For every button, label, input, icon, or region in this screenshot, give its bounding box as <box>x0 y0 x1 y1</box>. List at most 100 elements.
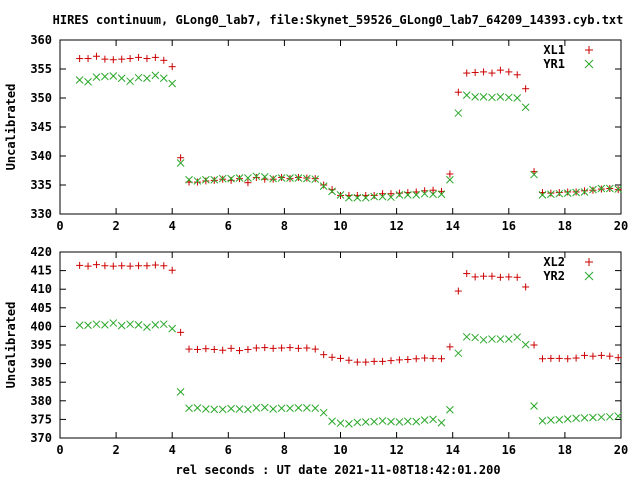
data-point <box>370 191 378 199</box>
data-point <box>547 354 555 362</box>
y-tick-label: 355 <box>30 62 52 76</box>
data-point <box>496 335 505 343</box>
x-tick-label: 10 <box>333 443 347 457</box>
data-point <box>538 191 547 199</box>
data-point <box>202 345 210 353</box>
data-point <box>564 188 572 196</box>
data-point <box>421 354 429 362</box>
data-point <box>597 351 605 359</box>
data-point <box>244 179 252 187</box>
x-tick-label: 20 <box>614 443 628 457</box>
data-point <box>505 68 513 76</box>
data-point <box>530 402 538 410</box>
data-point <box>126 77 134 86</box>
x-tick-label: 6 <box>225 219 232 233</box>
data-point <box>118 262 126 270</box>
data-point <box>151 261 159 269</box>
data-point <box>92 73 101 81</box>
data-point <box>429 190 437 199</box>
data-point <box>235 405 244 413</box>
data-point <box>504 335 513 343</box>
data-point <box>134 73 143 82</box>
x-tick-label: 18 <box>558 219 572 233</box>
bottom-plot-panel: 0 2 4 6 8 10 12 14 16 18 20 370 375 380 385 390 395 400 40… <box>4 245 628 457</box>
data-point <box>135 262 143 270</box>
x-tick-label: 4 <box>169 219 176 233</box>
data-point <box>134 321 143 329</box>
data-point <box>236 347 244 355</box>
x-tick-label: 18 <box>558 443 572 457</box>
data-point <box>379 357 387 365</box>
data-point <box>605 184 614 193</box>
data-point <box>328 353 336 361</box>
data-point <box>563 189 572 197</box>
data-point <box>92 320 101 329</box>
data-point <box>227 174 235 183</box>
data-point <box>244 345 252 353</box>
top-plot-panel: 0 2 4 6 8 10 12 14 16 18 20 330 335 340 345 350 355 360 Un… <box>4 33 628 233</box>
data-point <box>580 188 589 196</box>
data-point <box>252 172 261 181</box>
y-axis-label: Uncalibrated <box>4 302 18 389</box>
data-point <box>580 414 589 422</box>
data-point <box>143 323 151 331</box>
data-point <box>277 174 286 182</box>
data-point <box>597 184 606 193</box>
data-point <box>429 354 437 362</box>
data-point <box>193 178 201 186</box>
data-point <box>76 261 84 269</box>
data-point <box>488 335 496 343</box>
y-tick-label: 350 <box>30 91 52 105</box>
data-point <box>210 175 219 184</box>
y-tick-label: 335 <box>30 178 52 192</box>
data-point <box>614 185 623 193</box>
data-point <box>84 321 92 330</box>
y-tick-label: 420 <box>30 245 52 259</box>
data-point <box>75 321 84 330</box>
data-point <box>252 344 260 352</box>
data-point <box>278 344 286 352</box>
x-axis-label: rel seconds : UT date 2021-11-08T18:42:0… <box>175 463 500 477</box>
data-point <box>412 417 421 426</box>
data-point <box>235 174 244 182</box>
data-point <box>353 193 362 202</box>
data-point <box>480 68 488 76</box>
data-point <box>361 193 370 202</box>
figure-title: HIRES continuum, GLong0_lab7, file:Skyne… <box>53 13 624 28</box>
data-point <box>404 356 412 364</box>
data-point <box>109 262 117 270</box>
data-point <box>488 272 496 280</box>
data-point <box>563 415 572 423</box>
data-point <box>522 85 530 93</box>
data-point <box>361 418 370 426</box>
data-point <box>345 420 353 428</box>
data-point <box>168 324 177 333</box>
data-point <box>589 413 597 422</box>
data-point <box>269 405 278 413</box>
data-point <box>302 174 311 183</box>
legend-label: XL2 <box>543 255 565 269</box>
y-tick-label: 380 <box>30 394 52 408</box>
data-point <box>176 159 185 167</box>
data-point <box>218 174 227 183</box>
data-point <box>462 91 471 99</box>
data-point <box>126 55 134 63</box>
data-point <box>589 352 597 360</box>
series-XL1 <box>76 52 622 199</box>
data-point <box>185 175 193 184</box>
data-point <box>244 174 252 182</box>
data-point <box>538 355 546 363</box>
x-tick-label: 16 <box>502 443 516 457</box>
legend-label: YR2 <box>543 269 565 283</box>
data-point <box>219 346 227 354</box>
data-point <box>454 287 462 295</box>
data-point <box>387 190 395 198</box>
data-point <box>328 417 336 426</box>
data-point <box>437 355 445 363</box>
data-point <box>320 181 328 189</box>
data-point <box>362 358 370 366</box>
data-point <box>302 404 311 412</box>
data-point <box>202 405 210 413</box>
data-point <box>521 103 530 112</box>
